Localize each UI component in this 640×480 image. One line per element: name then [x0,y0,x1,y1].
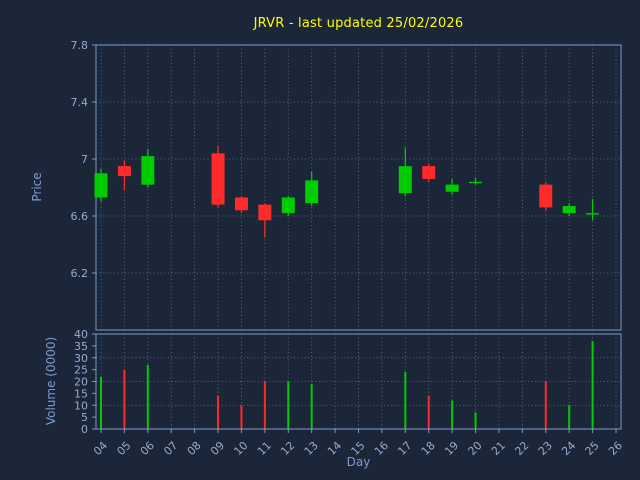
svg-text:10: 10 [74,399,88,412]
svg-text:30: 30 [74,352,88,365]
svg-text:15: 15 [74,387,88,400]
chart-title: JRVR - last updated 25/02/2026 [253,16,464,31]
svg-text:40: 40 [74,328,88,341]
x-axis-label: Day [346,455,371,469]
svg-text:25: 25 [74,364,88,377]
svg-text:6.6: 6.6 [71,210,89,223]
svg-text:6.2: 6.2 [71,267,89,280]
svg-text:35: 35 [74,340,88,353]
svg-text:5: 5 [81,411,88,424]
svg-text:7: 7 [81,153,88,166]
price-axis-label: Price [30,172,44,202]
svg-text:20: 20 [74,376,88,389]
svg-text:7.4: 7.4 [71,96,89,109]
svg-text:7.8: 7.8 [71,39,89,52]
svg-text:0: 0 [81,423,88,436]
volume-axis-label: Volume (0000) [44,336,58,426]
